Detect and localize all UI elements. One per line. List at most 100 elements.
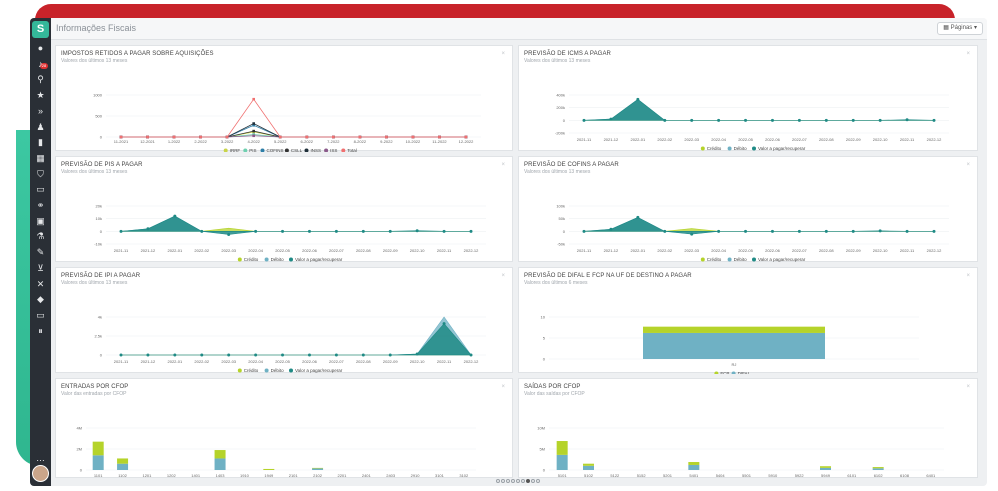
close-icon[interactable]: × (501, 162, 505, 168)
x-tick-label: 1403 (216, 473, 226, 478)
close-icon[interactable]: × (966, 51, 970, 57)
page-dot[interactable] (496, 479, 500, 483)
page-dot[interactable] (521, 479, 525, 483)
x-tick-label: 8-2022 (354, 139, 367, 144)
data-point (334, 229, 338, 233)
card-subtitle: Valor das saídas por CFOP (524, 391, 585, 397)
cart-icon[interactable]: ⊻ (37, 262, 44, 273)
x-tick-label: 1401 (191, 473, 201, 478)
truck-icon[interactable]: ▭ (36, 184, 45, 195)
legend-label: Valor a pagar/recuperar (295, 368, 343, 373)
pen-icon[interactable]: ✎ (36, 247, 45, 258)
card-pis: PREVISÃO DE PIS A PAGAR Valores dos últi… (55, 156, 513, 262)
bar (312, 467, 324, 469)
data-point (442, 229, 446, 233)
data-point (252, 122, 255, 125)
data-point (690, 118, 694, 122)
legend-label: DIFAL (738, 371, 751, 374)
briefcase-icon[interactable]: ▣ (36, 215, 45, 226)
x-tick-label: 2022-09 (846, 248, 861, 253)
page-dot[interactable] (511, 479, 515, 483)
bar (820, 467, 831, 470)
x-tick-label: 3101 (435, 473, 445, 478)
close-icon[interactable]: × (966, 384, 970, 390)
y-tick-label: 0 (100, 229, 103, 234)
page-dot[interactable] (531, 479, 535, 483)
x-tick-label: 11-2022 (432, 139, 447, 144)
y-tick-label: 200k (556, 105, 565, 110)
x-tick-label: 2021-12 (141, 359, 156, 364)
x-tick-label: 2022-11 (900, 248, 915, 253)
x-tick-label: 6102 (874, 473, 884, 478)
y-tick-label: 100k (556, 204, 565, 209)
close-icon[interactable]: × (966, 273, 970, 279)
bar (263, 468, 275, 470)
building-icon[interactable]: ▦ (36, 152, 45, 163)
page-dot[interactable] (506, 479, 510, 483)
x-tick-label: 2022-07 (329, 248, 344, 253)
user-circle-icon[interactable]: ● (37, 43, 44, 53)
data-point (254, 353, 258, 357)
shield-icon[interactable]: ⛉ (37, 168, 44, 179)
x-tick-label: 2022-04 (248, 359, 263, 364)
close-icon[interactable]: × (501, 384, 505, 390)
close-icon[interactable]: × (501, 51, 505, 57)
legend-label: Débito (271, 368, 285, 373)
y-tick-label: 0 (100, 353, 103, 358)
chevrons-right-icon[interactable]: » (37, 105, 43, 116)
x-tick-label: 2401 (362, 473, 372, 478)
bar (556, 441, 568, 455)
more-icon[interactable]: … (36, 453, 45, 463)
x-tick-label: 2022-04 (711, 248, 726, 253)
tools-icon[interactable]: ✕ (36, 278, 45, 289)
x-tick-label: 2022-10 (410, 248, 425, 253)
page-dot[interactable] (516, 479, 520, 483)
data-point (442, 322, 446, 326)
card-title: PREVISÃO DE IPI A PAGAR (61, 273, 141, 279)
legend-marker (284, 148, 289, 152)
data-point (824, 229, 828, 233)
legend-marker (731, 371, 736, 374)
bar (556, 454, 568, 470)
chart-saidas: 10M 5M 0 5101 5102 5122 5152 5201 5401 5404 5501 59… (537, 426, 944, 478)
page-dot[interactable] (536, 479, 540, 483)
card-subtitle: Valores dos últimos 13 meses (61, 169, 128, 175)
x-tick-label: 2022-07 (792, 248, 807, 253)
legend-marker (289, 257, 293, 262)
x-tick-label: 2022-08 (356, 359, 371, 364)
search-icon[interactable]: ⚲ (37, 74, 44, 85)
x-tick-label: 2022-09 (383, 359, 398, 364)
star-icon[interactable]: ★ (36, 90, 45, 101)
page-dot[interactable] (526, 479, 530, 483)
data-point (227, 353, 231, 357)
x-tick-label: 2022-02 (657, 248, 672, 253)
flask-icon[interactable]: ⚗ (36, 231, 45, 242)
people-icon[interactable]: ♟ (36, 121, 45, 132)
x-tick-label: 2-2022 (194, 139, 207, 144)
pause-icon[interactable]: ⏸ (38, 325, 43, 336)
data-point (173, 214, 177, 218)
monitor-icon[interactable]: ▭ (36, 309, 45, 320)
pages-dropdown[interactable]: ▦ Páginas ▾ (937, 22, 983, 35)
app-logo[interactable]: S (32, 21, 49, 38)
data-point (932, 118, 936, 122)
card-cofins: PREVISÃO DE COFINS A PAGAR Valores dos ú… (518, 156, 978, 262)
app-window: S 28 ● ♪ ⚲ ★ » ♟ ▮ ▦ ⛉ ▭ ⚭ ▣ ⚗ ✎ ⊻ ✕ ◆ ▭ ⏸ … Informações Fi… (30, 18, 987, 486)
bell-icon[interactable]: ♪ (38, 58, 43, 69)
bar (92, 455, 104, 470)
user-avatar[interactable] (32, 465, 49, 482)
close-icon[interactable]: × (501, 273, 505, 279)
data-point (332, 135, 335, 139)
x-tick-label: 5101 (558, 473, 568, 478)
bar-chart-icon[interactable]: ▮ (38, 137, 43, 148)
x-tick-label: RJ (732, 362, 737, 367)
close-icon[interactable]: × (966, 162, 970, 168)
x-tick-label: 2022-03 (684, 248, 699, 253)
handshake-icon[interactable]: ⚭ (36, 200, 45, 210)
card-icms: PREVISÃO DE ICMS A PAGAR Valores dos últ… (518, 45, 978, 151)
y-tick-label: 2M (76, 447, 82, 452)
legend-marker (752, 146, 756, 151)
legend-label: Crédito (707, 257, 722, 262)
diamond-icon[interactable]: ◆ (37, 294, 44, 305)
page-dot[interactable] (501, 479, 505, 483)
